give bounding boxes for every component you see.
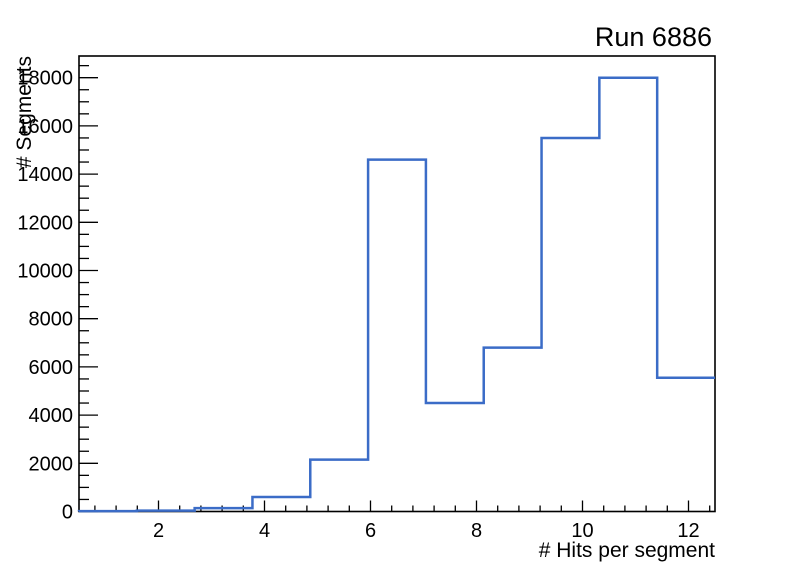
x-tick-label: 8 [471, 520, 482, 542]
y-tick-label: 4000 [29, 405, 74, 427]
y-tick-label: 16000 [17, 116, 73, 138]
x-tick-label: 12 [677, 520, 699, 542]
x-axis-title: # Hits per segment [539, 539, 715, 562]
x-tick-label: 10 [571, 520, 593, 542]
y-tick-label: 14000 [17, 164, 73, 186]
plot-frame [78, 55, 716, 513]
y-tick-label: 8000 [29, 309, 74, 331]
plot-title: Run 6886 [595, 22, 712, 52]
x-tick-label: 2 [153, 520, 164, 542]
y-tick-label: 2000 [29, 453, 74, 475]
y-tick-label: 18000 [17, 68, 73, 90]
y-tick-label: 10000 [17, 260, 73, 282]
histogram-line [77, 76, 715, 513]
y-tick-label: 0 [62, 502, 73, 524]
x-tick-label: 6 [365, 520, 376, 542]
y-tick-label: 6000 [29, 357, 74, 379]
y-tick-label: 12000 [17, 212, 73, 234]
y-axis-title: # Segments [13, 56, 36, 168]
x-tick-label: 4 [259, 520, 270, 542]
